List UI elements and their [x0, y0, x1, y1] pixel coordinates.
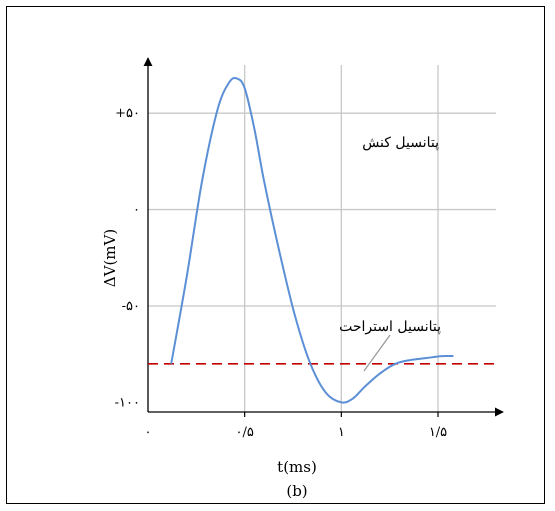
y-tick-label-3: -۱۰۰	[115, 395, 140, 410]
x-tick-label-0: ۰	[145, 425, 152, 440]
x-tick-label-2: ۱	[338, 425, 345, 440]
action-potential-curve	[170, 76, 454, 404]
y-tick-label-2: -۵۰	[122, 299, 140, 314]
resting-potential-pointer	[363, 334, 391, 372]
y-tick-label-0: +۵۰	[115, 106, 140, 121]
x-tick-label-1: ۰/۵	[235, 425, 253, 440]
axes	[143, 57, 504, 417]
x-axis-title: t(ms)	[277, 458, 317, 476]
annotations: پتانسیل کنش پتانسیل استراحت	[339, 135, 441, 372]
action-potential-label: پتانسیل کنش	[362, 135, 439, 151]
grid	[148, 65, 496, 412]
tick-labels: ۰ ۰/۵ ۱ ۱/۵ +۵۰ ۰ -۵۰ -۱۰۰	[115, 106, 448, 440]
resting-potential-label: پتانسیل استراحت	[339, 319, 441, 335]
figure-frame	[6, 6, 545, 504]
series-group	[170, 76, 454, 404]
figure-caption: (b)	[286, 482, 307, 500]
y-tick-label-1: ۰	[133, 203, 140, 218]
y-axis-title: ΔV(mV)	[101, 229, 119, 287]
x-tick-label-3: ۱/۵	[429, 425, 447, 440]
